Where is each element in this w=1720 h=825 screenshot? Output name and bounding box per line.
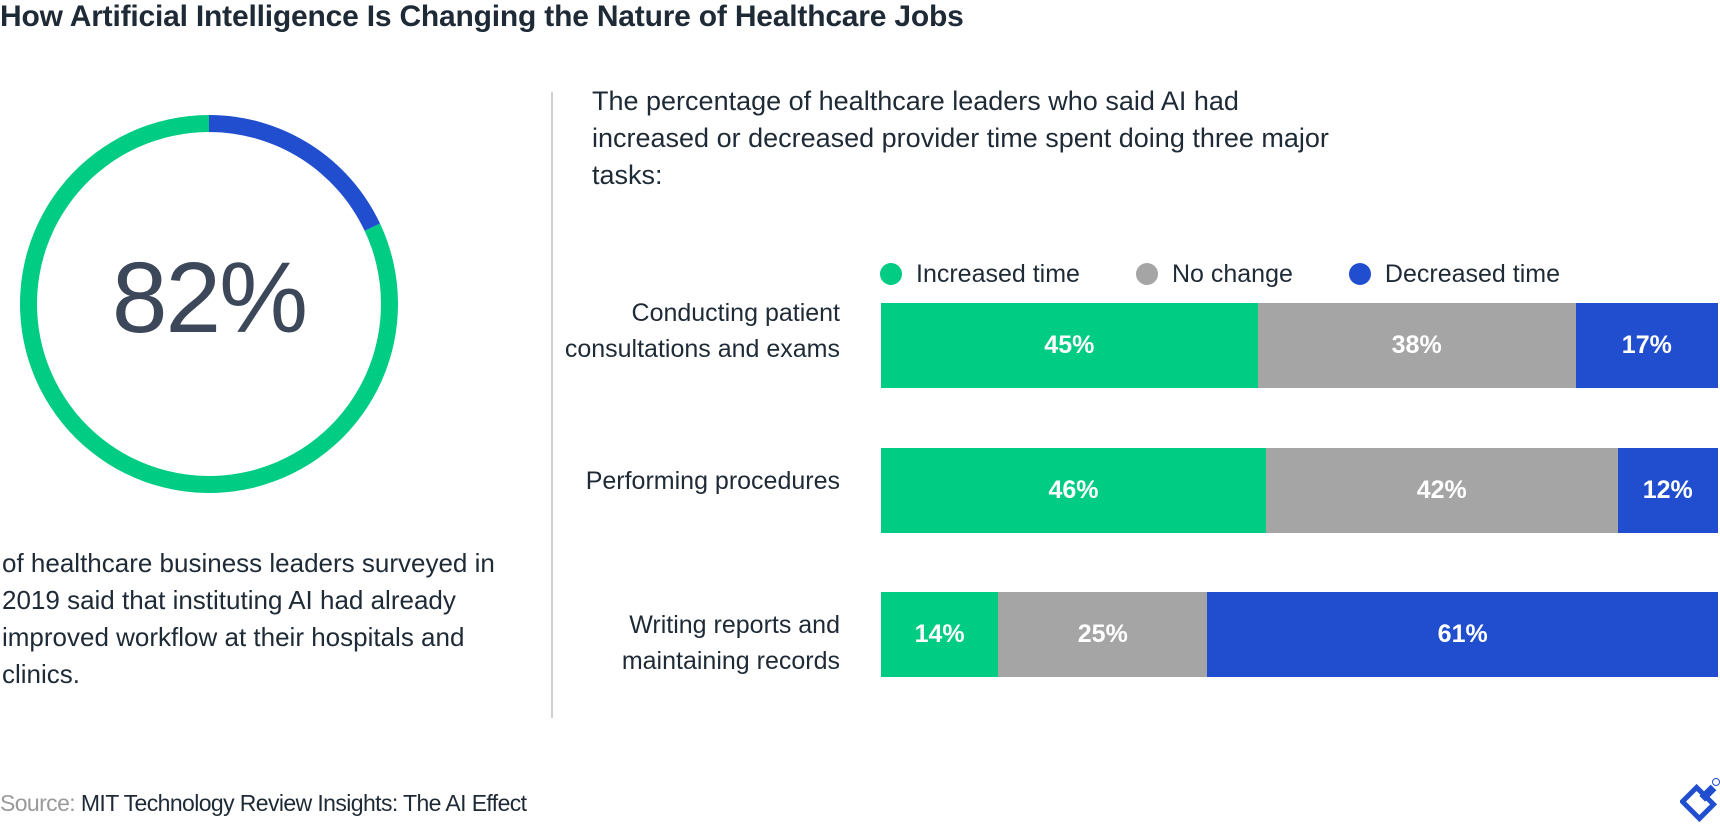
- chart-subtitle: The percentage of healthcare leaders who…: [592, 86, 1329, 190]
- legend-label-increased: Increased time: [916, 259, 1080, 288]
- bar-value-label: 25%: [1077, 620, 1128, 648]
- bar-segment-decreased: 12%: [1617, 448, 1718, 533]
- legend-dot-no-change: [1135, 263, 1158, 285]
- chart-title: How Artificial Intelligence Is Changing …: [0, 0, 964, 33]
- donut-center-value: 82%: [111, 241, 308, 354]
- row-label-reports: Writing reports and maintaining records: [621, 611, 840, 675]
- source-note: Source: MIT Technology Review Insights: …: [0, 790, 527, 817]
- bar-value-label: 42%: [1416, 476, 1467, 504]
- source-text: MIT Technology Review Insights: The AI E…: [80, 790, 527, 816]
- row-label-procedures: Performing procedures: [585, 467, 840, 495]
- legend-dot-increased: [880, 263, 902, 285]
- bar-value-label: 46%: [1048, 476, 1099, 504]
- bar-segment-increased: 45%: [881, 303, 1258, 388]
- legend-item-increased: Increased time: [880, 260, 1080, 289]
- bar-segment-no-change: 25%: [998, 592, 1208, 677]
- source-label: Source:: [0, 790, 76, 816]
- bar-segment-decreased: 17%: [1575, 303, 1718, 388]
- bar-segment-no-change: 38%: [1257, 303, 1576, 388]
- legend-label-no-change: No change: [1171, 259, 1293, 288]
- bar-row-reports: 14% 25% 61%: [881, 592, 1718, 677]
- toptal-logo-icon: [1680, 778, 1720, 823]
- bar-value-label: 38%: [1391, 331, 1442, 359]
- divider: [551, 92, 553, 718]
- bar-segment-no-change: 42%: [1266, 448, 1618, 533]
- bar-value-label: 61%: [1437, 620, 1488, 648]
- bar-segment-increased: 14%: [881, 592, 999, 677]
- legend-dot-decreased: [1348, 263, 1371, 285]
- donut-svg: [19, 115, 398, 494]
- bar-segment-increased: 46%: [881, 448, 1267, 533]
- bar-value-label: 12%: [1642, 476, 1693, 504]
- chart-legend: Increased time No change Decreased time: [880, 257, 1560, 291]
- bar-row-procedures: 46% 42% 12%: [881, 448, 1718, 533]
- donut-chart: 82%: [0, 95, 418, 513]
- legend-item-decreased: Decreased time: [1348, 259, 1560, 289]
- donut-description: of healthcare business leaders surveyed …: [2, 548, 495, 689]
- donut-slice-other: [209, 115, 381, 231]
- bar-row-consultations: 45% 38% 17%: [881, 303, 1718, 388]
- row-label-consultations: Conducting patient consultations and exa…: [564, 299, 840, 363]
- bar-value-label: 14%: [914, 620, 965, 648]
- bar-value-label: 45%: [1044, 331, 1095, 359]
- legend-label-decreased: Decreased time: [1384, 259, 1560, 288]
- legend-item-no-change: No change: [1135, 259, 1293, 289]
- bar-segment-decreased: 61%: [1207, 592, 1718, 677]
- bar-value-label: 17%: [1621, 331, 1672, 359]
